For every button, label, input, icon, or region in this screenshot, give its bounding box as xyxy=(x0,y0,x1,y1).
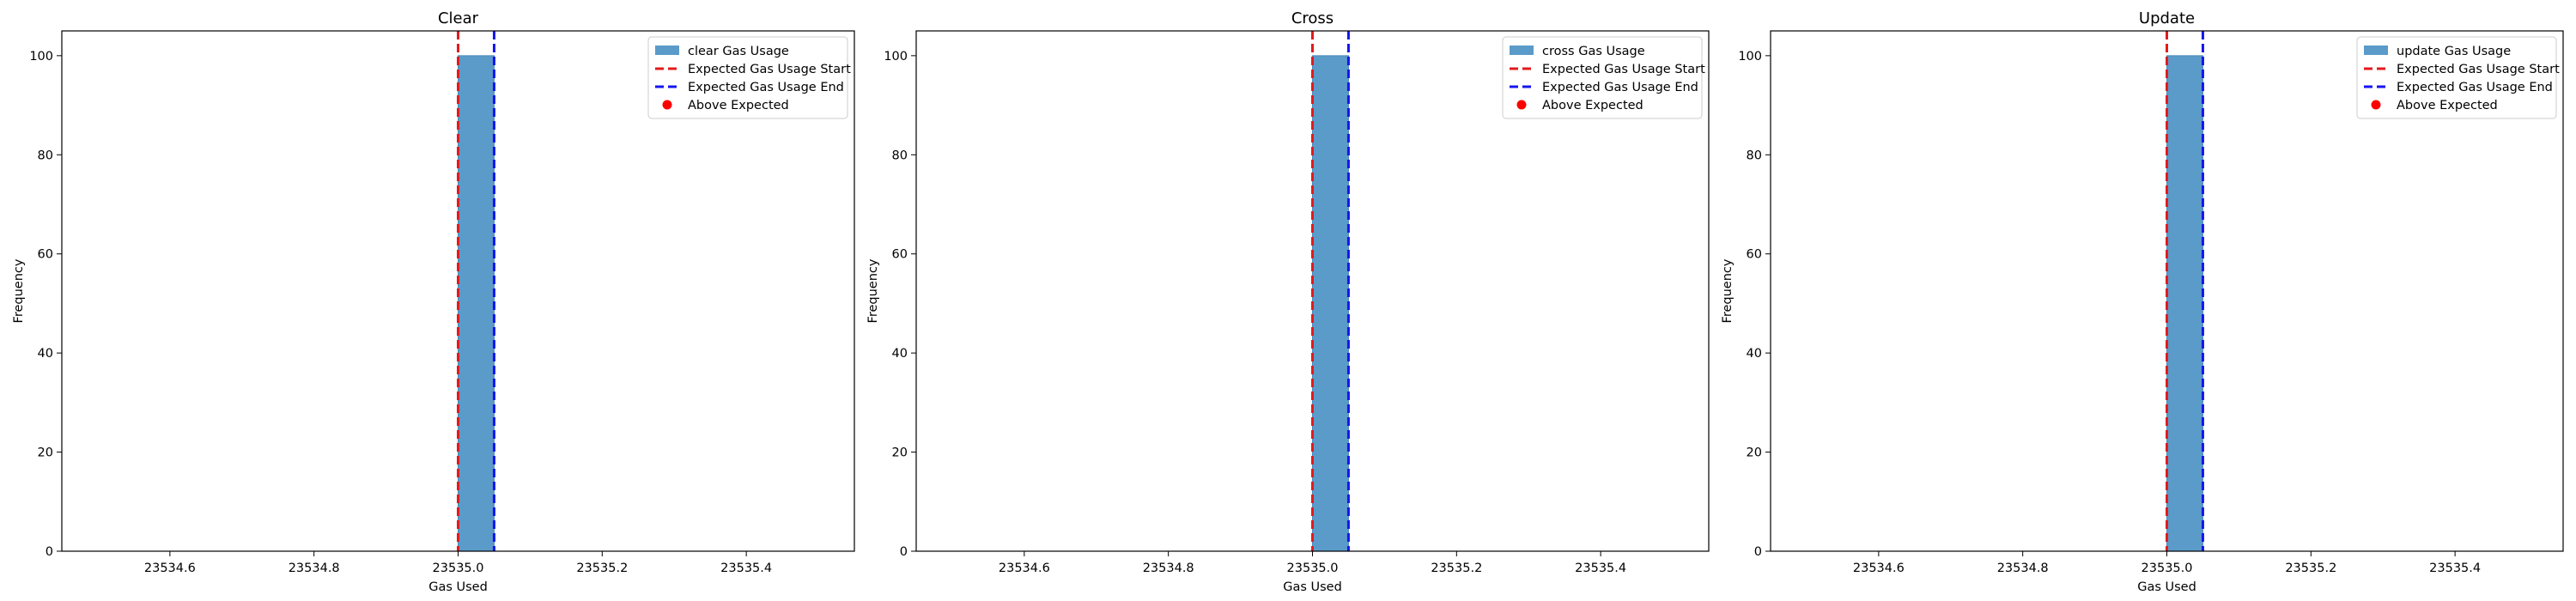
y-axis-label: Frequency xyxy=(866,258,880,323)
y-tick-label: 100 xyxy=(1738,50,1762,64)
legend-entry-label: Above Expected xyxy=(1542,99,1643,112)
chart-title: Cross xyxy=(1291,9,1334,27)
histogram-bar xyxy=(1312,55,1349,552)
chart-title: Update xyxy=(2139,9,2195,27)
legend-box xyxy=(2356,36,2557,119)
x-tick-label: 23534.6 xyxy=(1853,562,1905,575)
legend-bar-swatch xyxy=(2364,46,2388,55)
y-tick-label: 80 xyxy=(1747,149,1762,162)
y-tick-label: 60 xyxy=(38,248,53,262)
x-tick-label: 23535.0 xyxy=(2142,562,2193,575)
y-tick-label: 0 xyxy=(46,545,53,559)
legend-entry-label: Expected Gas Usage End xyxy=(688,81,844,94)
x-tick-label: 23535.0 xyxy=(433,562,484,575)
x-tick-label: 23535.4 xyxy=(720,562,772,575)
x-tick-label: 23534.8 xyxy=(1997,562,2049,575)
legend-entry-label: Expected Gas Usage Start xyxy=(688,63,851,76)
legend-entry-label: cross Gas Usage xyxy=(1542,45,1645,58)
x-tick-label: 23535.4 xyxy=(1575,562,1626,575)
legend-entry-label: Expected Gas Usage Start xyxy=(2397,63,2560,76)
x-tick-label: 23534.6 xyxy=(999,562,1050,575)
y-tick-label: 20 xyxy=(1747,446,1762,460)
y-tick-label: 40 xyxy=(892,347,908,361)
x-tick-label: 23535.4 xyxy=(2429,562,2481,575)
x-axis-label: Gas Used xyxy=(428,580,488,594)
x-tick-label: 23535.2 xyxy=(2285,562,2336,575)
y-tick-label: 80 xyxy=(892,149,908,162)
y-tick-label: 20 xyxy=(892,446,908,460)
x-tick-label: 23535.2 xyxy=(1431,562,1482,575)
chart-panel-update: Update 23534.6 23534.8 23535.0 23535.2 23535.… xyxy=(1721,9,2564,594)
x-axis-label: Gas Used xyxy=(2137,580,2196,594)
chart-title: Clear xyxy=(438,9,479,27)
legend-box xyxy=(1502,36,1703,119)
y-tick-label: 80 xyxy=(38,149,53,162)
legend-dot-swatch xyxy=(1516,100,1527,110)
chart-panel-clear: Clear 23534.6 23534.8 23535.0 23535.2 23535.4… xyxy=(12,9,855,594)
legend-dot-swatch xyxy=(662,100,672,110)
chart-panel-cross: Cross 23534.6 23534.8 23535.0 23535.2 23535.4… xyxy=(866,9,1710,594)
y-tick-label: 100 xyxy=(29,50,53,64)
y-tick-label: 0 xyxy=(900,545,908,559)
y-axis-label: Frequency xyxy=(1721,258,1735,323)
x-tick-label: 23534.8 xyxy=(289,562,340,575)
legend-entry-label: Expected Gas Usage Start xyxy=(1542,63,1705,76)
legend-bar-swatch xyxy=(1510,46,1534,55)
x-axis-label: Gas Used xyxy=(1283,580,1342,594)
y-tick-label: 40 xyxy=(38,347,53,361)
x-tick-label: 23534.8 xyxy=(1143,562,1194,575)
histogram-bar xyxy=(2166,55,2203,552)
y-tick-label: 60 xyxy=(892,248,908,262)
x-tick-label: 23535.0 xyxy=(1287,562,1339,575)
legend-bar-swatch xyxy=(655,46,679,55)
x-tick-label: 23535.2 xyxy=(576,562,628,575)
legend-entry-label: Above Expected xyxy=(2397,99,2498,112)
y-axis-label: Frequency xyxy=(12,258,26,323)
y-tick-label: 20 xyxy=(38,446,53,460)
legend-entry-label: Expected Gas Usage End xyxy=(1542,81,1698,94)
legend-entry-label: clear Gas Usage xyxy=(688,45,789,58)
y-tick-label: 60 xyxy=(1747,248,1762,262)
legend-dot-swatch xyxy=(2371,100,2381,110)
legend-entry-label: update Gas Usage xyxy=(2397,45,2511,58)
y-tick-label: 0 xyxy=(1754,545,1762,559)
x-tick-label: 23534.6 xyxy=(144,562,196,575)
legend-box xyxy=(647,36,848,119)
legend-entry-label: Expected Gas Usage End xyxy=(2397,81,2553,94)
y-tick-label: 100 xyxy=(884,50,908,64)
legend-entry-label: Above Expected xyxy=(688,99,789,112)
histogram-bar xyxy=(458,55,495,552)
y-tick-label: 40 xyxy=(1747,347,1762,361)
